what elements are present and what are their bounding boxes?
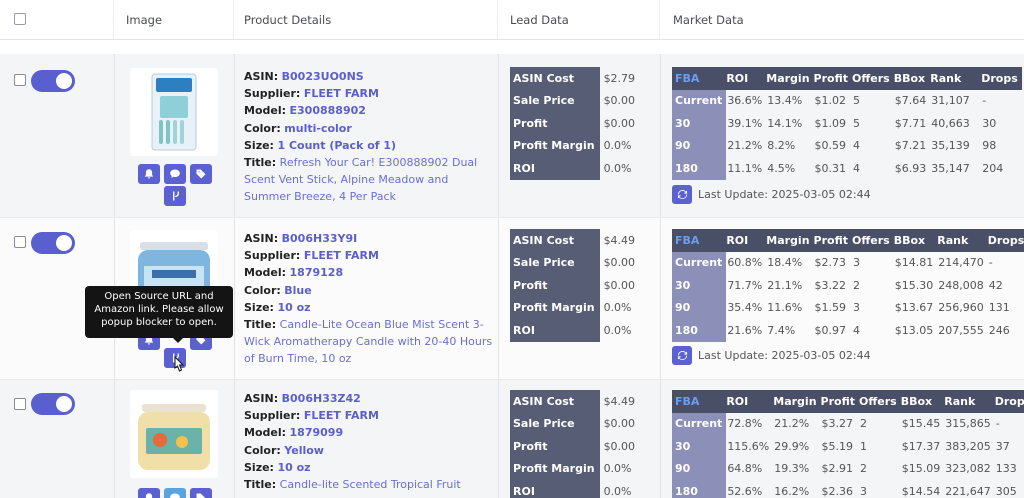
select-all-checkbox[interactable] — [14, 13, 26, 25]
tag-button[interactable] — [190, 488, 212, 498]
alert-button[interactable] — [138, 164, 160, 184]
bell-icon — [144, 169, 154, 179]
chat-bubble-icon — [170, 169, 180, 178]
product-title-link[interactable]: Candle-Lite Ocean Blue Mist Scent 3-Wick… — [244, 318, 493, 366]
product-image — [130, 390, 218, 478]
size-value: 1 Count (Pack of 1) — [277, 138, 397, 152]
table-row: ASIN: B006H33Z42 Supplier: FLEET FARM Mo… — [0, 380, 1024, 498]
row-checkbox[interactable] — [14, 236, 26, 248]
asin-link[interactable]: B0023UO0NS — [281, 70, 364, 83]
supplier-value: FLEET FARM — [303, 409, 379, 423]
row-toggle[interactable] — [31, 393, 75, 415]
comment-button[interactable] — [164, 488, 186, 498]
header-lead-data: Lead Data — [498, 0, 660, 40]
fork-link-icon — [173, 191, 179, 201]
asin-link[interactable]: B006H33Y9I — [281, 232, 358, 245]
tag-icon — [196, 493, 206, 498]
asin-link[interactable]: B006H33Z42 — [281, 392, 361, 405]
header-select-cell — [0, 0, 114, 40]
table-header: Image Product Details Lead Data Market D… — [0, 0, 1024, 40]
last-update-text: Last Update: 2025-03-05 02:44 — [698, 188, 871, 201]
size-value: 10 oz — [277, 460, 311, 474]
refresh-icon — [677, 190, 687, 199]
row-toggle[interactable] — [31, 232, 75, 254]
lead-data-table: ASIN Cost $4.49 Sale Price $0.00 Profit $0.… — [510, 390, 635, 498]
tooltip-text: Open Source URL and Amazon link. Please … — [94, 291, 224, 328]
product-details: ASIN: B006H33Z42 Supplier: FLEET FARM Mo… — [244, 392, 461, 492]
model-value: E300888902 — [289, 104, 366, 118]
color-value: Blue — [284, 283, 312, 297]
model-value: 1879099 — [289, 426, 344, 440]
last-update: Last Update: 2025-03-05 02:44 — [672, 346, 871, 365]
lead-data-table: ASIN Cost $2.79 Sale Price $0.00 Profit $0.… — [510, 67, 635, 180]
row-checkbox[interactable] — [14, 74, 26, 86]
tag-icon — [196, 169, 206, 179]
size-value: 10 oz — [277, 300, 311, 314]
row-checkbox[interactable] — [14, 398, 26, 410]
refresh-icon — [677, 351, 687, 360]
refresh-button[interactable] — [672, 346, 692, 365]
product-details: ASIN: B006H33Y9I Supplier: FLEET FARM Mo… — [244, 232, 493, 366]
row-toggle[interactable] — [31, 70, 75, 92]
last-update-text: Last Update: 2025-03-05 02:44 — [698, 349, 871, 362]
supplier-value: FLEET FARM — [303, 87, 379, 101]
supplier-value: FLEET FARM — [303, 249, 379, 263]
header-product-details: Product Details — [234, 0, 498, 40]
tag-button[interactable] — [190, 164, 212, 184]
product-details: ASIN: B0023UO0NS Supplier: FLEET FARM Mo… — [244, 70, 478, 204]
product-title-link[interactable]: Candle-lite Scented Tropical Fruit — [279, 478, 461, 492]
chat-bubble-icon — [170, 493, 180, 498]
lead-data-table: ASIN Cost $4.49 Sale Price $0.00 Profit $0.… — [510, 229, 635, 342]
table-row: ASIN: B006H33Y9I Supplier: FLEET FARM Mo… — [0, 218, 1024, 380]
mouse-cursor-icon — [174, 356, 185, 372]
header-image: Image — [114, 0, 234, 40]
header-market-data: Market Data — [673, 13, 744, 27]
product-title-link[interactable]: Refresh Your Car! E300888902 Dual Scent … — [244, 156, 478, 204]
product-image — [130, 68, 218, 156]
alert-button[interactable] — [138, 488, 160, 498]
refresh-button[interactable] — [672, 185, 692, 204]
table-row: ASIN: B0023UO0NS Supplier: FLEET FARM Mo… — [0, 54, 1024, 218]
last-update: Last Update: 2025-03-05 02:44 — [672, 185, 871, 204]
open-source-link-button[interactable] — [164, 186, 186, 206]
model-value: 1879128 — [289, 266, 344, 280]
bell-icon — [145, 493, 153, 498]
color-value: Yellow — [284, 443, 324, 457]
comment-button[interactable] — [164, 164, 186, 184]
tooltip: Open Source URL and Amazon link. Please … — [85, 286, 233, 343]
color-value: multi-color — [284, 121, 352, 135]
